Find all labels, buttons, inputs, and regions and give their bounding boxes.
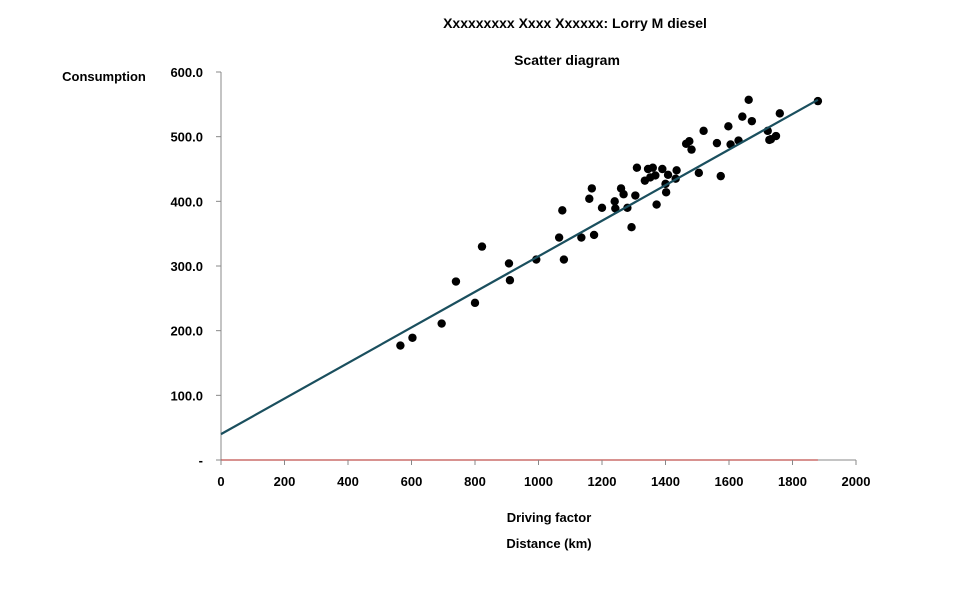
data-point <box>631 191 640 200</box>
data-point <box>611 204 620 213</box>
y-tick-label: 500.0 <box>170 130 203 145</box>
data-point <box>477 242 487 251</box>
y-tick-label: 100.0 <box>170 388 203 403</box>
data-point <box>396 341 405 350</box>
data-point <box>554 233 564 242</box>
data-point <box>470 298 480 308</box>
data-point <box>813 96 823 106</box>
data-point <box>744 95 753 105</box>
data-point <box>652 200 661 209</box>
x-tick-label: 600 <box>401 474 423 489</box>
data-point <box>658 164 667 174</box>
data-point <box>651 171 660 180</box>
x-tick-label: 2000 <box>842 474 871 489</box>
data-point <box>505 276 515 285</box>
x-axis-title: Driving factor <box>507 510 592 525</box>
y-tick-label: 200.0 <box>170 324 203 339</box>
data-point <box>585 194 594 203</box>
y-tick-label: 600.0 <box>170 65 203 80</box>
x-tick-label: 800 <box>464 474 486 489</box>
data-point <box>597 203 607 212</box>
data-point <box>685 136 694 146</box>
data-point <box>716 171 725 181</box>
data-point <box>694 168 704 178</box>
trend-line <box>220 98 819 436</box>
data-point <box>437 319 446 328</box>
data-point <box>577 233 586 242</box>
data-point <box>738 112 747 121</box>
data-point <box>699 126 708 136</box>
data-point <box>747 116 757 126</box>
chart-title: Xxxxxxxxx Xxxx Xxxxxx: Lorry M diesel <box>443 15 707 31</box>
x-tick-label: 200 <box>274 474 296 489</box>
data-point <box>661 188 671 197</box>
data-point <box>663 170 673 180</box>
data-point <box>712 138 722 148</box>
x-tick-label: 1800 <box>778 474 807 489</box>
data-point <box>451 277 461 286</box>
x-axis-ticks: 0 200 400 600 800 1000 1200 1400 1600 1800 2000 <box>217 460 870 489</box>
x-tick-label: 1600 <box>715 474 744 489</box>
x-tick-label: 1400 <box>651 474 680 489</box>
x-tick-label: 1000 <box>524 474 553 489</box>
data-point <box>589 230 599 240</box>
x-tick-label: 0 <box>217 474 224 489</box>
data-point <box>558 206 567 215</box>
y-axis-ticks: - 100.0 200.0 300.0 400.0 500.0 600.0 <box>170 65 221 468</box>
data-point <box>559 255 569 264</box>
y-tick-label: 400.0 <box>170 194 203 209</box>
x-axis-subtitle: Distance (km) <box>506 536 591 551</box>
data-point <box>619 190 628 199</box>
data-point <box>408 333 417 342</box>
data-point <box>724 122 733 131</box>
data-point <box>504 259 514 268</box>
data-point <box>587 184 597 193</box>
data-point <box>771 131 781 141</box>
data-point <box>672 166 681 175</box>
data-point <box>775 109 784 118</box>
data-point <box>648 163 657 172</box>
x-tick-label: 1200 <box>588 474 617 489</box>
chart-subtitle: Scatter diagram <box>514 52 620 68</box>
data-points <box>396 95 823 350</box>
data-point <box>632 163 642 172</box>
data-point <box>627 223 636 232</box>
y-tick-label: 300.0 <box>170 259 203 274</box>
x-tick-label: 400 <box>337 474 359 489</box>
data-point <box>610 197 619 206</box>
y-tick-label: - <box>199 453 203 468</box>
y-axis-title: Consumption <box>62 69 146 84</box>
data-point <box>687 145 696 154</box>
